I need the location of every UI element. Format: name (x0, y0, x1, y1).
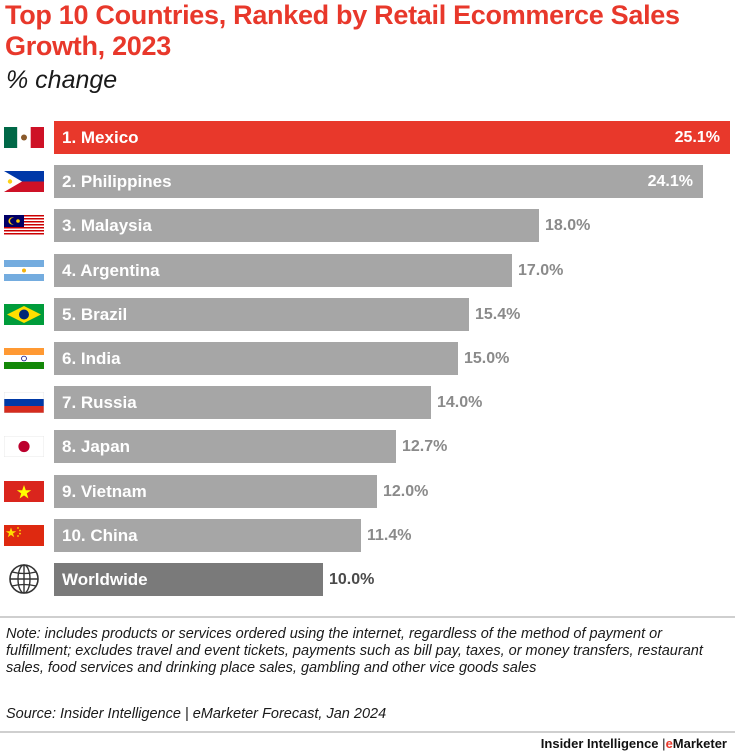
bar-row: 3. Malaysia 18.0% (0, 209, 735, 242)
russia-flag-icon (4, 392, 44, 413)
bar-row: 4. Argentina 17.0% (0, 254, 735, 287)
data-label: 14.0% (437, 394, 483, 411)
bar-row: 10. China 11.4% (0, 519, 735, 552)
category-label: 10. China (62, 526, 138, 545)
data-label: 15.4% (475, 306, 521, 323)
category-label: 4. Argentina (62, 261, 160, 280)
bar: 8. Japan (54, 430, 396, 463)
data-label: 12.0% (383, 483, 429, 500)
data-label: 15.0% (464, 350, 510, 367)
footer-brand-left: Insider Intelligence (540, 736, 659, 751)
bar-row: 1. Mexico 25.1% (0, 121, 735, 154)
bar: 3. Malaysia (54, 209, 539, 242)
bar-row: 6. India 15.0% (0, 342, 735, 375)
vietnam-flag-icon (4, 481, 44, 502)
bar: 10. China (54, 519, 361, 552)
category-label: 7. Russia (62, 393, 137, 412)
bar-row: 5. Brazil 15.4% (0, 298, 735, 331)
japan-flag-icon (4, 436, 44, 457)
chart-title: Top 10 Countries, Ranked by Retail Ecomm… (5, 0, 680, 61)
mexico-flag-icon (4, 127, 44, 148)
india-flag-icon (4, 348, 44, 369)
divider (0, 731, 735, 733)
bar: 2. Philippines 24.1% (54, 165, 703, 198)
data-label: 10.0% (329, 571, 375, 588)
category-label: 1. Mexico (62, 128, 139, 147)
malaysia-flag-icon (4, 215, 44, 236)
bar: Worldwide (54, 563, 323, 596)
bar: 4. Argentina (54, 254, 512, 287)
data-label: 17.0% (518, 262, 564, 279)
chart-source: Source: Insider Intelligence | eMarketer… (6, 706, 387, 722)
bar: 5. Brazil (54, 298, 469, 331)
bar-row: 2. Philippines 24.1% (0, 165, 735, 198)
bar: 7. Russia (54, 386, 431, 419)
globe-icon (4, 564, 44, 594)
category-label: 8. Japan (62, 437, 131, 456)
data-label: 11.4% (367, 527, 412, 544)
category-label: 9. Vietnam (62, 482, 147, 501)
bar: 6. India (54, 342, 458, 375)
category-label: 5. Brazil (62, 305, 128, 324)
philippines-flag-icon (4, 171, 44, 192)
chart-subtitle: % change (6, 66, 118, 94)
chart-note: Note: includes products or services orde… (6, 626, 703, 676)
footer-branding: Insider Intelligence |eMarketer (541, 736, 727, 751)
category-label: 6. India (62, 349, 121, 368)
category-label: 2. Philippines (62, 172, 172, 191)
data-label: 25.1% (674, 129, 720, 146)
argentina-flag-icon (4, 260, 44, 281)
bar-row: Worldwide 10.0% (0, 563, 735, 596)
footer-brand-e: e (665, 736, 673, 751)
data-label: 12.7% (402, 438, 448, 455)
data-label: 18.0% (545, 217, 591, 234)
bar: 1. Mexico 25.1% (54, 121, 730, 154)
bar-row: 8. Japan 12.7% (0, 430, 735, 463)
china-flag-icon (4, 525, 44, 546)
category-label: 3. Malaysia (62, 216, 152, 235)
footer-brand-right: Marketer (672, 736, 727, 751)
data-label: 24.1% (647, 173, 693, 190)
category-label: Worldwide (62, 570, 148, 589)
footer-separator: | (662, 736, 666, 751)
divider (0, 616, 735, 618)
bar-row: 9. Vietnam 12.0% (0, 475, 735, 508)
bar: 9. Vietnam (54, 475, 377, 508)
bar-row: 7. Russia 14.0% (0, 386, 735, 419)
brazil-flag-icon (4, 304, 44, 325)
